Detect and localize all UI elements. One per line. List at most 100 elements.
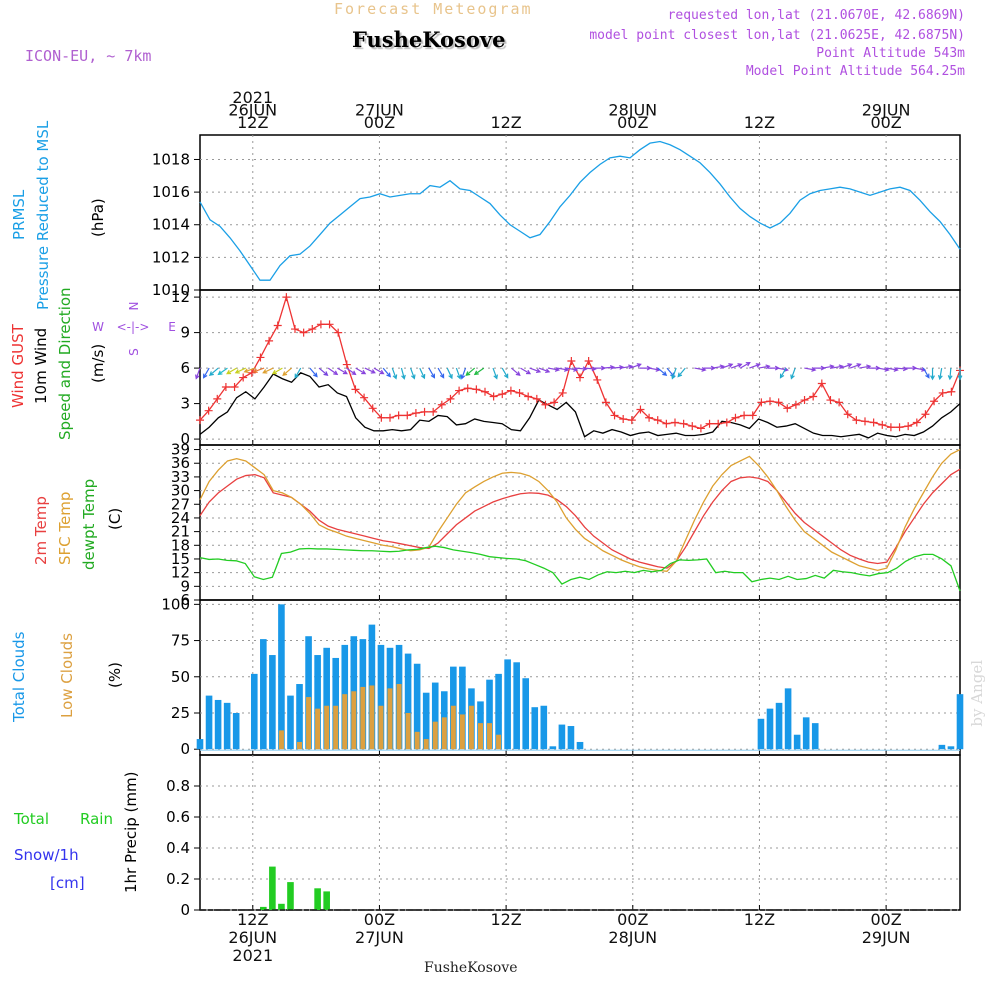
temp-unit: (C): [106, 508, 124, 530]
wind-gust-marker: [904, 422, 913, 431]
pressure-label-1: PRMSL: [10, 189, 28, 240]
low-cloud-bar: [405, 712, 411, 750]
low-cloud-bar: [450, 705, 456, 750]
temperature-ytick-label: 18: [171, 536, 190, 554]
wind-direction-arrow: [355, 367, 367, 375]
wind-direction-arrow: [739, 361, 751, 369]
wind-direction-arrow: [195, 367, 201, 380]
time-label-top: 2021: [232, 88, 273, 107]
precip-snow-label: Snow/1h: [14, 846, 79, 864]
wind-ytick-label: 9: [180, 324, 190, 342]
cloud-unit: (%): [106, 662, 124, 688]
wind-gust-marker: [394, 411, 403, 420]
wind-direction-arrow: [538, 367, 551, 374]
wind-gust-marker: [446, 394, 455, 403]
wind-gust-marker: [861, 417, 869, 426]
wind-gust-marker: [791, 400, 800, 409]
wind-speed-line: [199, 372, 961, 439]
wind-gust-marker: [247, 368, 256, 377]
pressure-unit: (hPa): [89, 198, 107, 237]
total-cloud-bar: [567, 726, 575, 750]
low-cloud-bar: [487, 723, 493, 750]
low-cloud-bar: [278, 730, 284, 750]
total-cloud-bar: [196, 739, 204, 750]
footer-location: FusheKosove: [424, 960, 518, 976]
wind-direction-arrow: [895, 366, 909, 372]
total-clouds-label: Total Clouds: [10, 631, 28, 723]
total-cloud-bar: [459, 666, 466, 750]
time-label-top: 12Z: [744, 113, 775, 132]
wind-direction-arrow: [937, 367, 943, 381]
wind-direction-arrow: [226, 367, 237, 375]
model-label: ICON-EU, ~ 7km: [25, 47, 152, 65]
wind-gust-marker: [299, 328, 308, 337]
wind-direction-arrow: [428, 367, 436, 379]
compass-south: S: [127, 348, 141, 356]
pressure-ytick-label: 1014: [152, 216, 190, 234]
compass-arrow: <-|->: [117, 320, 150, 334]
precip-rain-label: Rain: [80, 810, 113, 828]
wind-direction-arrow: [410, 367, 416, 380]
wind-direction-arrow: [294, 367, 302, 379]
wind-direction-arrow: [730, 363, 743, 369]
wind-gust-marker: [550, 398, 559, 407]
low-cloud-bar: [496, 734, 502, 750]
low-cloud-bar: [432, 721, 438, 750]
temp-sfc-label: SFC Temp: [56, 492, 74, 565]
wind-gust-marker: [420, 407, 429, 416]
wind-direction-arrow: [957, 368, 963, 381]
pressure-label-2: Pressure Reduced to MSL: [34, 120, 52, 310]
wind-direction-arrow: [465, 367, 476, 376]
wind-gust-marker: [921, 410, 930, 419]
forecast-meteogram-title: Forecast Meteogram: [334, 0, 533, 18]
clouds-ytick-label: 100: [161, 595, 190, 613]
wind-panel-frame: [199, 289, 961, 446]
wind-gust-marker: [342, 360, 351, 369]
total-cloud-bar: [305, 636, 312, 750]
wind-direction-arrow: [840, 363, 853, 369]
total-cloud-bar: [513, 662, 520, 750]
total-cloud-bar: [278, 604, 285, 750]
total-cloud-bar: [558, 724, 566, 750]
temperature-ytick-label: 39: [171, 441, 190, 459]
time-label-bottom: 00Z: [617, 910, 648, 929]
wind-direction-arrow: [234, 367, 247, 374]
total-cloud-bar: [431, 682, 439, 750]
wind-gust-marker: [610, 411, 619, 420]
temperature-ytick-label: 21: [171, 523, 190, 541]
time-label-top: 12Z: [237, 113, 268, 132]
wind-direction-arrow: [282, 367, 292, 376]
wind-gust-marker: [489, 392, 498, 401]
wind-direction-arrow: [400, 367, 406, 380]
time-label-top: 00Z: [870, 113, 901, 132]
low-cloud-bar: [306, 697, 312, 750]
pressure-ytick-label: 1012: [152, 248, 190, 266]
pressure-line: [199, 140, 961, 281]
wind-direction-arrow: [779, 367, 787, 379]
wind-gust-marker: [403, 411, 412, 420]
wind-direction-arrow: [922, 367, 930, 379]
wind-gust-marker: [455, 386, 464, 395]
wind-gust-label: Wind GUST: [9, 323, 27, 408]
temp-2m-line: [199, 468, 961, 569]
temp-sfc-line: [199, 448, 961, 572]
rain-bar: [278, 903, 285, 910]
total-cloud-bar: [332, 657, 340, 750]
wind-gust-marker: [239, 373, 248, 382]
total-cloud-bar: [531, 707, 539, 750]
wind-gust-marker: [671, 418, 679, 427]
total-cloud-bar: [232, 712, 240, 750]
wind-gust-marker: [351, 385, 360, 394]
precip-ytick-label: 0.2: [166, 870, 190, 888]
rain-bar: [323, 891, 330, 910]
wind-gust-marker: [705, 419, 714, 428]
wind-direction-arrow: [557, 367, 570, 372]
total-cloud-bar: [223, 702, 231, 750]
wind-gust-marker: [524, 392, 533, 401]
wind-direction-arrow: [749, 363, 761, 369]
wind-direction-arrow: [252, 367, 265, 374]
temperature-ytick-label: 24: [171, 509, 190, 527]
wind-gust-marker: [429, 407, 438, 416]
total-cloud-bar: [260, 639, 267, 750]
